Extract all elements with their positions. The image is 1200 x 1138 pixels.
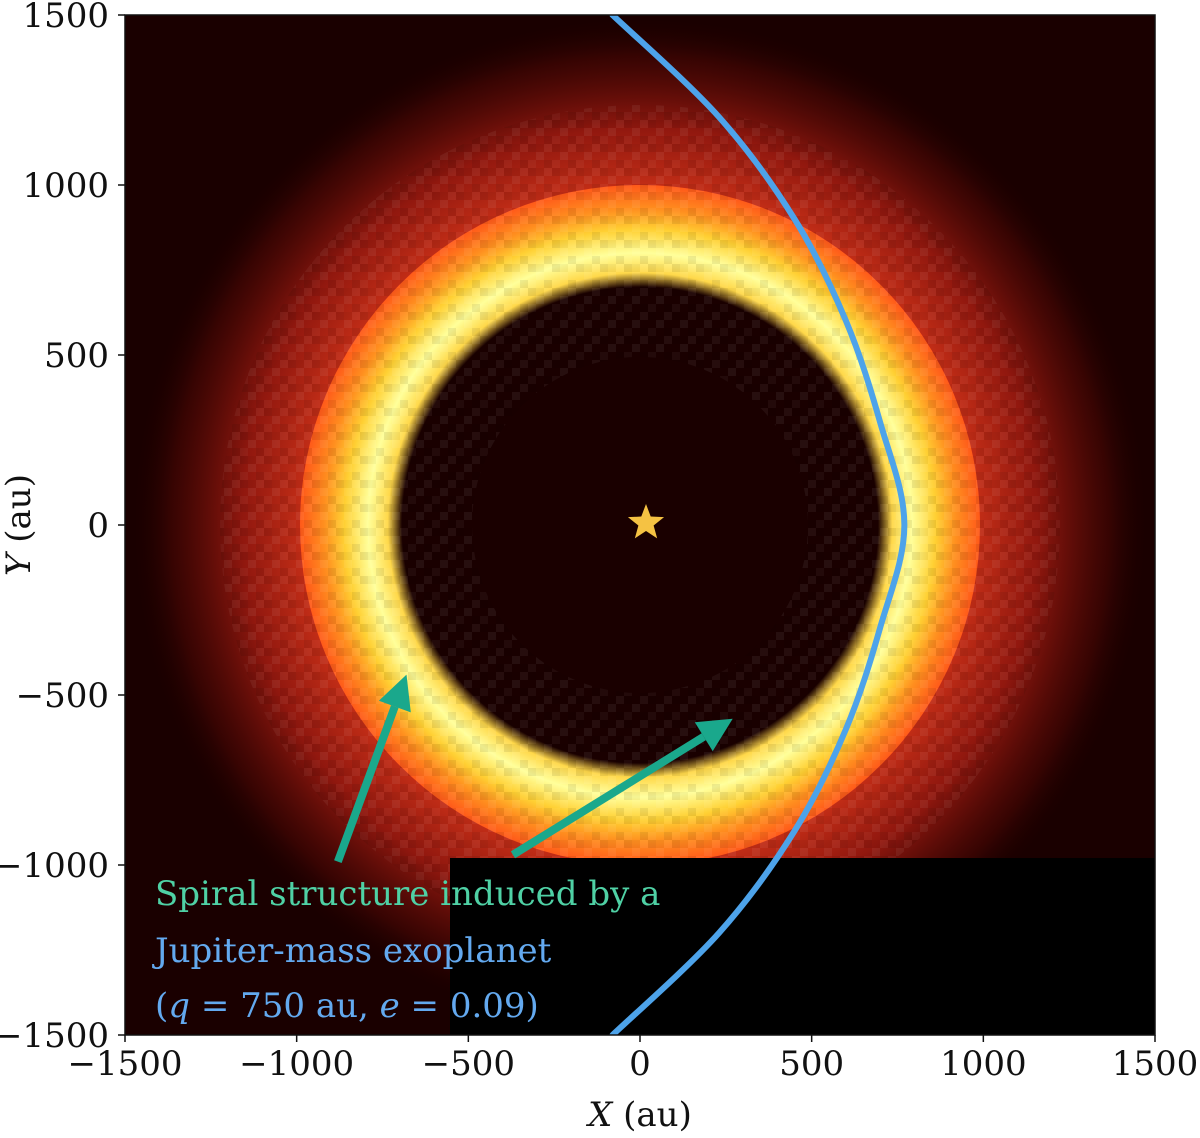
arrow-shaft (510, 733, 706, 859)
x-axis-label: X (au) (585, 1095, 692, 1135)
y-axis-label: Y (au) (0, 474, 39, 576)
annotation-box (450, 858, 1155, 1035)
x-axis: −1500 −1000 −500 0 500 1000 1500 (67, 1035, 1198, 1084)
x-tick-label: 500 (779, 1044, 844, 1084)
annotation-line-3: (q = 750 au, e = 0.09) (155, 986, 539, 1026)
annotation-line-2: Jupiter-mass exoplanet (152, 931, 552, 971)
y-tick-label: 0 (87, 506, 109, 546)
annotation-arrows (334, 674, 733, 863)
x-tick-label: −1500 (67, 1044, 182, 1084)
y-axis: −1500 −1000 −500 0 500 1000 1500 (0, 0, 125, 1056)
x-tick-label: −500 (422, 1044, 515, 1084)
x-tick-label: −1000 (239, 1044, 354, 1084)
y-tick-label: 1000 (22, 166, 109, 206)
star-marker (627, 504, 665, 539)
arrow-shaft (334, 705, 399, 863)
annotation-line-1: Spiral structure induced by a (155, 874, 660, 914)
y-tick-label: −1000 (0, 846, 109, 886)
y-tick-label: −1500 (0, 1016, 109, 1056)
star-icon (627, 504, 665, 539)
y-tick-label: 1500 (22, 0, 109, 36)
arrow-head-icon (694, 718, 733, 752)
x-tick-label: 1000 (940, 1044, 1027, 1084)
x-tick-label: 0 (629, 1044, 651, 1084)
y-tick-label: 500 (44, 336, 109, 376)
x-tick-label: 1500 (1112, 1044, 1199, 1084)
arrow-head-icon (378, 674, 411, 713)
y-tick-label: −500 (16, 676, 109, 716)
planet-orbit (609, 15, 908, 1035)
